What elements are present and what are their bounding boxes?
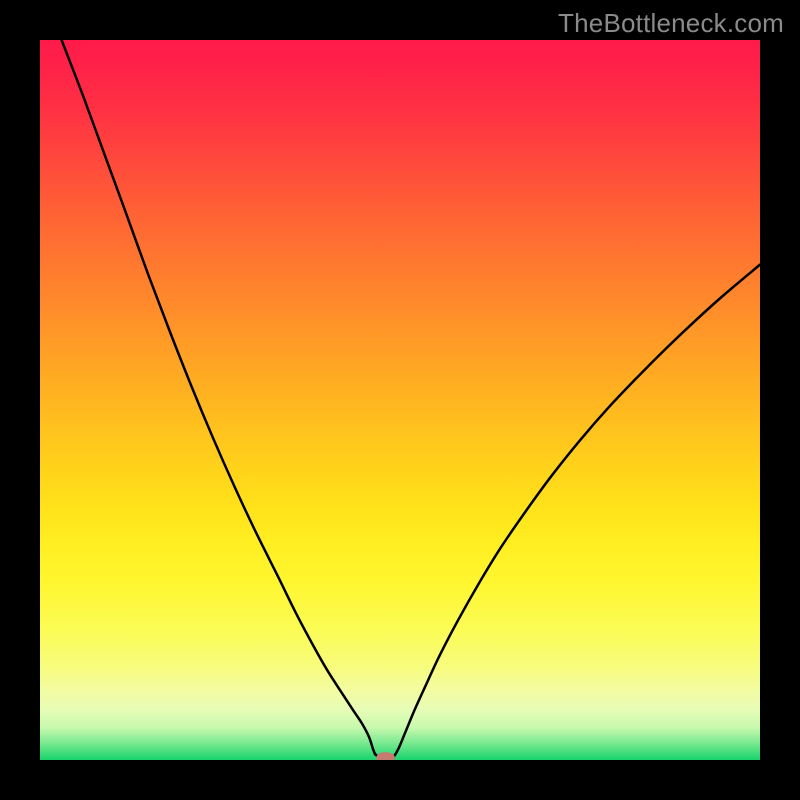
- plot-background: [40, 40, 760, 760]
- chart-container: { "watermark": { "text": "TheBottleneck.…: [0, 0, 800, 800]
- watermark-text: TheBottleneck.com: [558, 8, 784, 39]
- bottleneck-chart: [40, 40, 760, 760]
